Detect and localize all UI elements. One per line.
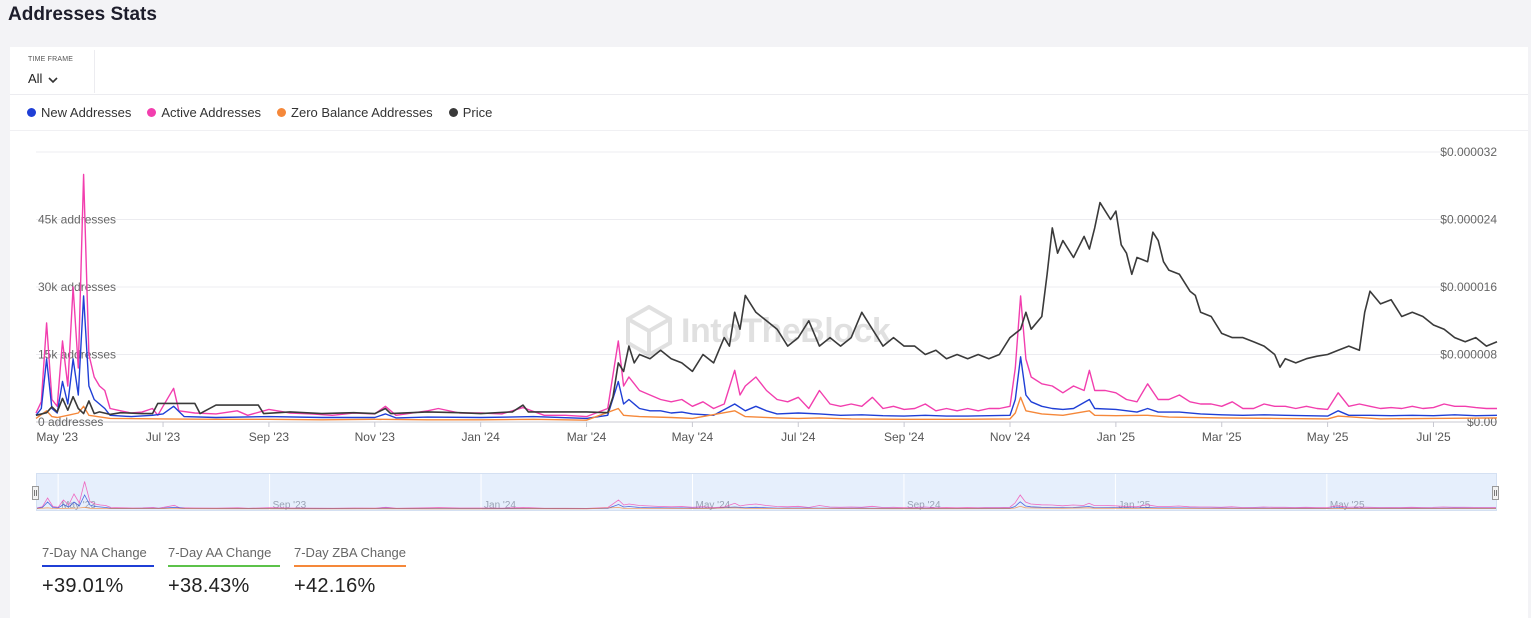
y-right-tick-label: $0.000032 <box>1440 145 1497 159</box>
stat-label: 7-Day AA Change <box>168 545 280 567</box>
stat-label: 7-Day NA Change <box>42 545 154 567</box>
stats-row: 7-Day NA Change +39.01% 7-Day AA Change … <box>42 545 406 598</box>
navigator-tick-label: Jan '25 <box>1118 500 1150 510</box>
legend-item-price[interactable]: Price <box>448 104 493 120</box>
y-right-tick-label: $0.000008 <box>1440 348 1497 362</box>
y-right-tick-label: $0.000016 <box>1440 280 1497 294</box>
time-frame-dropdown[interactable]: All <box>28 71 58 86</box>
navigator-series-line <box>37 481 1496 509</box>
navigator-tick-label: Jan '24 <box>484 500 516 510</box>
x-tick-label: Nov '23 <box>355 430 396 444</box>
y-right-tick-label: $0.000024 <box>1440 213 1497 227</box>
navigator-tick-label: Sep '24 <box>907 500 941 510</box>
stat-zba-change: 7-Day ZBA Change +42.16% <box>294 545 406 598</box>
x-tick-label: Mar '24 <box>567 430 607 444</box>
time-frame-value: All <box>28 71 43 86</box>
x-tick-label: Mar '25 <box>1202 430 1242 444</box>
x-tick-label: Nov '24 <box>990 430 1031 444</box>
x-tick-label: Jul '23 <box>146 430 181 444</box>
x-tick-label: Sep '24 <box>884 430 925 444</box>
y-left-tick-label: 0 addresses <box>38 415 103 429</box>
series-line-active-addresses <box>35 173 1497 418</box>
x-tick-label: Jul '24 <box>781 430 816 444</box>
legend-label: Active Addresses <box>161 104 262 120</box>
legend-item-active-addresses[interactable]: Active Addresses <box>147 105 261 120</box>
navigator-series-line <box>37 505 1496 510</box>
navigator-tick-label: May '24 <box>695 500 730 510</box>
y-left-tick-label: 45k addresses <box>38 213 116 227</box>
navigator-right-handle[interactable] <box>1492 486 1499 500</box>
legend-dot <box>277 107 287 117</box>
x-tick-label: May '24 <box>672 430 714 444</box>
page-title: Addresses Stats <box>8 4 157 25</box>
navigator-tick-label: May '23 <box>61 500 96 510</box>
x-tick-label: Sep '23 <box>249 430 290 444</box>
legend-dot <box>147 107 157 117</box>
legend-dot <box>448 107 458 117</box>
chart-legend: New Addresses Active Addresses Zero Bala… <box>27 103 492 121</box>
stat-label: 7-Day ZBA Change <box>294 545 406 567</box>
stat-value: +39.01% <box>42 575 124 597</box>
time-frame-label: TIME FRAME <box>28 56 74 63</box>
series-line-new-addresses <box>35 295 1498 420</box>
range-navigator[interactable]: May '23 Sep '23 Jan '24 May '24 Sep '24 Jan '… <box>32 473 1499 511</box>
navigator-series-line <box>37 494 1496 510</box>
legend-label: Zero Balance Addresses <box>291 104 433 120</box>
legend-dot <box>27 107 36 117</box>
chevron-down-icon <box>48 76 58 83</box>
x-tick-label: Jan '24 <box>461 430 500 444</box>
x-tick-label: May '25 <box>1307 430 1349 444</box>
stat-value: +42.16% <box>294 575 376 597</box>
series-line-price <box>35 201 1498 417</box>
legend-item-zero-balance-addresses[interactable]: Zero Balance Addresses <box>277 105 433 120</box>
navigator-tick-label: Sep '23 <box>273 500 307 510</box>
navigator-left-handle[interactable] <box>32 486 39 500</box>
navigator-tick-label: May '25 <box>1330 500 1365 510</box>
time-frame-selector[interactable]: TIME FRAME All <box>18 50 95 93</box>
x-tick-label: Jul '25 <box>1416 430 1451 444</box>
divider <box>10 94 1528 95</box>
y-right-tick-label: $0.00 <box>1467 415 1497 429</box>
stat-value: +38.43% <box>168 575 250 597</box>
divider <box>10 130 1528 131</box>
x-tick-label: May '23 <box>36 430 78 444</box>
y-left-tick-label: 30k addresses <box>38 280 116 294</box>
navigator-chart: May '23 Sep '23 Jan '24 May '24 Sep '24 Jan '… <box>37 474 1496 510</box>
legend-label: New Addresses <box>41 104 132 120</box>
legend-label: Price <box>462 104 493 120</box>
series-line-zero-balance-addresses <box>35 396 1498 421</box>
stat-na-change: 7-Day NA Change +39.01% <box>42 545 154 598</box>
stat-aa-change: 7-Day AA Change +38.43% <box>168 545 280 598</box>
legend-item-new-addresses[interactable]: New Addresses <box>27 105 131 120</box>
chart-card <box>10 47 1528 618</box>
x-tick-label: Jan '25 <box>1097 430 1136 444</box>
